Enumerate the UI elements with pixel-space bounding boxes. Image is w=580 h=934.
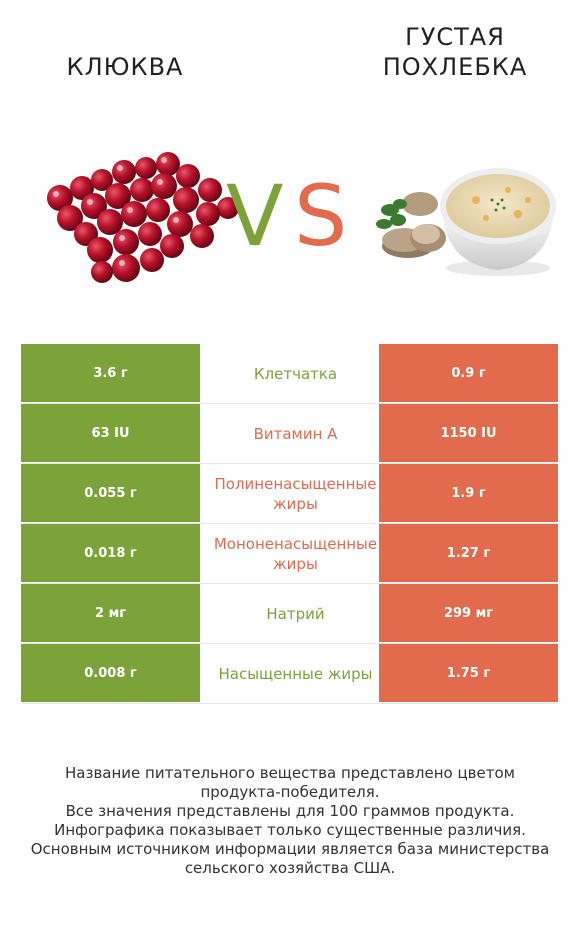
cranberry-icon — [47, 152, 239, 283]
footer-line: продукта-победителя. — [200, 783, 380, 801]
nutrient-comparison-table: 3.6 г Клетчатка 0.9 г 63 IU Витамин A 11… — [21, 344, 558, 704]
table-row: 0.008 г Насыщенные жиры 1.75 г — [21, 644, 558, 704]
nutrient-name: Мононенасыщенные жиры — [200, 524, 379, 583]
vs-letter-v: V — [226, 167, 284, 265]
right-food-title: ГУСТАЯ ПОХЛЕБКА — [355, 22, 555, 82]
right-value: 1.9 г — [379, 464, 558, 523]
nutrient-name: Клетчатка — [200, 344, 379, 403]
right-food-title-line1: ГУСТАЯ — [405, 23, 505, 51]
nutrient-name-label: Витамин A — [253, 424, 338, 443]
nutrient-name-label: Насыщенные жиры — [218, 664, 373, 683]
footer-line: Основным источником информации является … — [30, 840, 550, 858]
table-row: 0.018 г Мононенасыщенные жиры 1.27 г — [21, 524, 558, 584]
nutrient-name: Витамин A — [200, 404, 379, 463]
footer-line: сельского хозяйства США. — [184, 859, 396, 877]
right-value: 1.27 г — [379, 524, 558, 583]
footer-note: Название питательного вещества представл… — [10, 764, 570, 878]
left-value: 2 мг — [21, 584, 200, 643]
right-value: 1150 IU — [379, 404, 558, 463]
footer-line: Инфографика показывает только существенн… — [54, 821, 526, 839]
footer-line: Название питательного вещества представл… — [65, 764, 515, 782]
left-value: 0.018 г — [21, 524, 200, 583]
footer-line: Все значения представлены для 100 граммо… — [65, 802, 515, 820]
right-food-title-line2: ПОХЛЕБКА — [382, 53, 528, 81]
table-row: 3.6 г Клетчатка 0.9 г — [21, 344, 558, 404]
left-value: 3.6 г — [21, 344, 200, 403]
vs-letter-s: S — [294, 167, 348, 265]
nutrient-name: Полиненасыщенные жиры — [200, 464, 379, 523]
right-value: 0.9 г — [379, 344, 558, 403]
nutrient-name: Натрий — [200, 584, 379, 643]
left-food-title: КЛЮКВА — [66, 53, 184, 81]
table-row: 63 IU Витамин A 1150 IU — [21, 404, 558, 464]
nutrient-name-label: Натрий — [266, 604, 325, 623]
chowder-icon — [376, 168, 556, 276]
nutrient-name-label: Клетчатка — [253, 364, 338, 383]
table-row: 2 мг Натрий 299 мг — [21, 584, 558, 644]
nutrient-name: Насыщенные жиры — [200, 644, 379, 703]
nutrient-name-label: Полиненасыщенные жиры — [214, 474, 377, 513]
right-value: 299 мг — [379, 584, 558, 643]
left-value: 63 IU — [21, 404, 200, 463]
right-value: 1.75 г — [379, 644, 558, 703]
nutrient-name-label: Мононенасыщенные жиры — [213, 534, 378, 573]
table-row: 0.055 г Полиненасыщенные жиры 1.9 г — [21, 464, 558, 524]
left-value: 0.008 г — [21, 644, 200, 703]
left-value: 0.055 г — [21, 464, 200, 523]
